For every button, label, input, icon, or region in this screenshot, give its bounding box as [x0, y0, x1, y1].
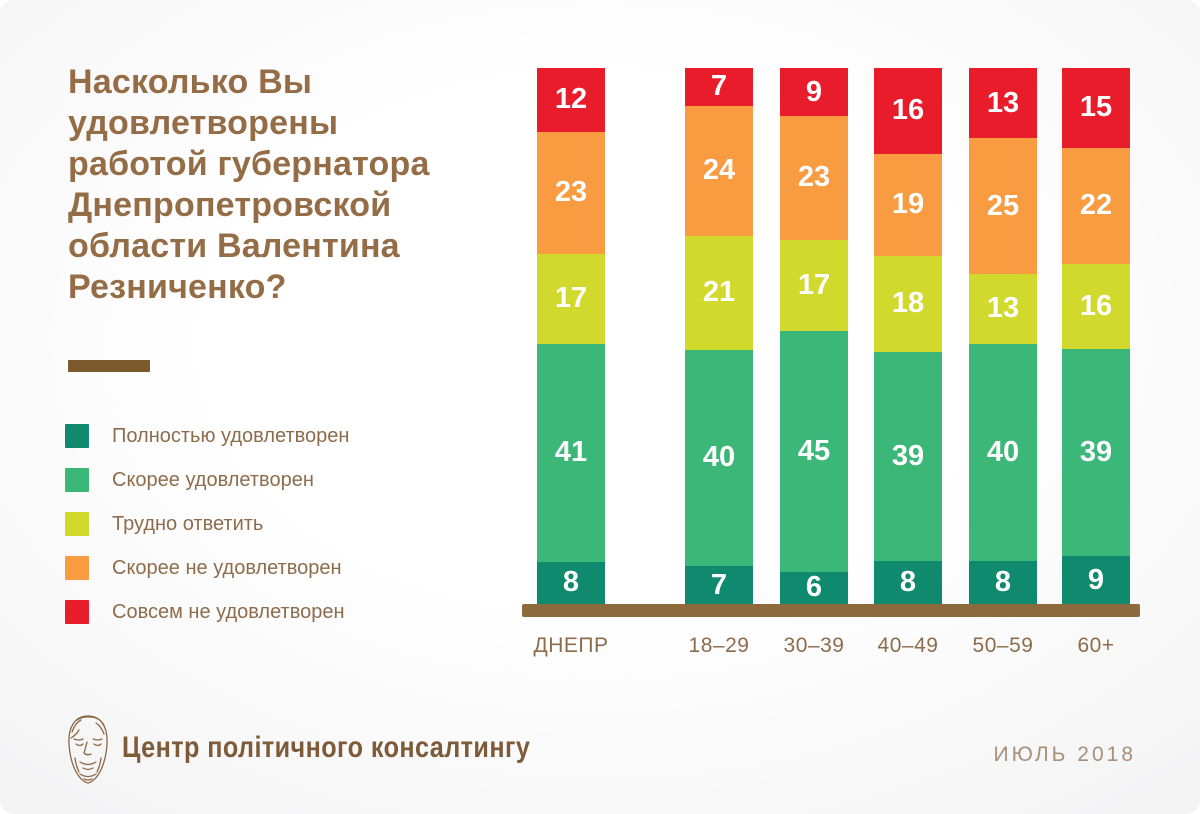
segment-value-label: 39 — [1079, 436, 1113, 469]
segment-value-label: 23 — [797, 161, 831, 194]
stacked-bar: 16 19 18 39 8 — [874, 68, 942, 604]
org-logo — [62, 712, 114, 791]
bar-segment: 15 — [1062, 68, 1130, 148]
segment-value-label: 40 — [702, 441, 736, 474]
bar-segment: 40 — [969, 344, 1037, 561]
bar-segment: 23 — [780, 116, 848, 240]
segment-value-label: 7 — [710, 568, 728, 601]
segment-value-label: 6 — [805, 571, 823, 604]
page-title: Насколько Вы удовлетворены работой губер… — [68, 63, 430, 306]
legend-label: Скорее не удовлетворен — [112, 556, 342, 579]
stacked-bar: 7 24 21 40 7 — [685, 68, 753, 604]
stacked-bar: 13 25 13 40 8 — [969, 68, 1037, 604]
segment-value-label: 16 — [891, 94, 925, 127]
segment-value-label: 25 — [986, 189, 1020, 222]
bar-segment: 9 — [1062, 556, 1130, 604]
segment-value-label: 12 — [554, 83, 588, 116]
segment-value-label: 18 — [891, 287, 925, 320]
segment-value-label: 13 — [986, 86, 1020, 119]
legend-label: Трудно ответить — [112, 512, 264, 535]
bar-segment: 8 — [874, 561, 942, 604]
bar-segment: 24 — [685, 105, 753, 236]
bar-segment: 19 — [874, 153, 942, 256]
legend-swatch-icon — [65, 468, 89, 492]
aristotle-head-icon — [68, 715, 108, 784]
segment-value-label: 21 — [702, 276, 736, 309]
bar-segment: 16 — [874, 68, 942, 154]
legend-item: Скорее не удовлетворен — [65, 556, 349, 580]
segment-value-label: 16 — [1079, 290, 1113, 323]
segment-value-label: 8 — [562, 566, 580, 599]
title-divider — [68, 360, 150, 372]
bar-segment: 17 — [780, 239, 848, 331]
bar-segment: 22 — [1062, 147, 1130, 265]
segment-value-label: 22 — [1079, 189, 1113, 222]
segment-value-label: 7 — [710, 70, 728, 103]
segment-value-label: 40 — [986, 435, 1020, 468]
segment-value-label: 45 — [797, 434, 831, 467]
segment-value-label: 39 — [891, 440, 925, 473]
chart: 12 23 17 41 8 ДНЕПР 7 24 21 40 7 18–29 9 23 17 45 6 30–39… — [522, 68, 1140, 672]
bar-segment: 8 — [537, 561, 605, 604]
legend-item: Трудно ответить — [65, 512, 349, 536]
bar-segment: 45 — [780, 330, 848, 572]
stacked-bar: 15 22 16 39 9 — [1062, 68, 1130, 604]
stacked-bar: 12 23 17 41 8 — [537, 68, 605, 604]
legend-swatch-icon — [65, 424, 89, 448]
legend-item: Полностью удовлетворен — [65, 424, 349, 448]
legend-item: Совсем не удовлетворен — [65, 600, 349, 624]
legend-label: Скорее удовлетворен — [112, 468, 314, 491]
legend-swatch-icon — [65, 600, 89, 624]
segment-value-label: 17 — [554, 282, 588, 315]
segment-value-label: 19 — [891, 188, 925, 221]
bar-segment: 12 — [537, 68, 605, 132]
legend-label: Полностью удовлетворен — [112, 424, 350, 447]
report-date: ИЮЛЬ 2018 — [993, 743, 1136, 766]
bar-segment: 6 — [780, 571, 848, 604]
legend-swatch-icon — [65, 512, 89, 536]
bar-segment: 13 — [969, 68, 1037, 139]
bar-segment: 7 — [685, 68, 753, 106]
bar-segment: 17 — [537, 253, 605, 344]
segment-value-label: 9 — [1087, 563, 1105, 596]
x-axis-label: 50–59 — [972, 634, 1034, 657]
segment-value-label: 8 — [994, 565, 1012, 598]
bar-segment: 7 — [685, 566, 753, 604]
org-name: Центр політичного консалтингу — [122, 731, 531, 764]
bar-segment: 23 — [537, 131, 605, 254]
segment-value-label: 9 — [805, 75, 823, 108]
legend-swatch-icon — [65, 556, 89, 580]
x-axis-label: 40–49 — [877, 634, 939, 657]
x-axis-label: 18–29 — [688, 634, 750, 657]
bar-segment: 18 — [874, 255, 942, 353]
legend: Полностью удовлетворен Скорее удовлетворе… — [65, 424, 349, 624]
x-axis-label: ДНЕПР — [533, 634, 609, 657]
bar-segment: 25 — [969, 138, 1037, 274]
bar-segment: 39 — [874, 352, 942, 562]
segment-value-label: 17 — [797, 268, 831, 301]
bar-segment: 13 — [969, 273, 1037, 345]
x-axis-label: 30–39 — [783, 634, 845, 657]
bar-segment: 9 — [780, 68, 848, 117]
segment-value-label: 41 — [554, 436, 588, 469]
chart-baseline — [522, 604, 1140, 617]
segment-value-label: 8 — [899, 566, 917, 599]
legend-item: Скорее удовлетворен — [65, 468, 349, 492]
bar-segment: 40 — [685, 349, 753, 567]
segment-value-label: 24 — [702, 154, 736, 187]
bar-segment: 41 — [537, 343, 605, 562]
bar-segment: 16 — [1062, 264, 1130, 350]
bar-segment: 21 — [685, 235, 753, 350]
legend-label: Совсем не удовлетворен — [112, 600, 345, 623]
stacked-bar: 9 23 17 45 6 — [780, 68, 848, 604]
x-axis-label: 60+ — [1077, 634, 1115, 657]
bar-segment: 39 — [1062, 349, 1130, 557]
segment-value-label: 23 — [554, 176, 588, 209]
bar-segment: 8 — [969, 560, 1037, 604]
segment-value-label: 15 — [1079, 91, 1113, 124]
segment-value-label: 13 — [986, 292, 1020, 325]
